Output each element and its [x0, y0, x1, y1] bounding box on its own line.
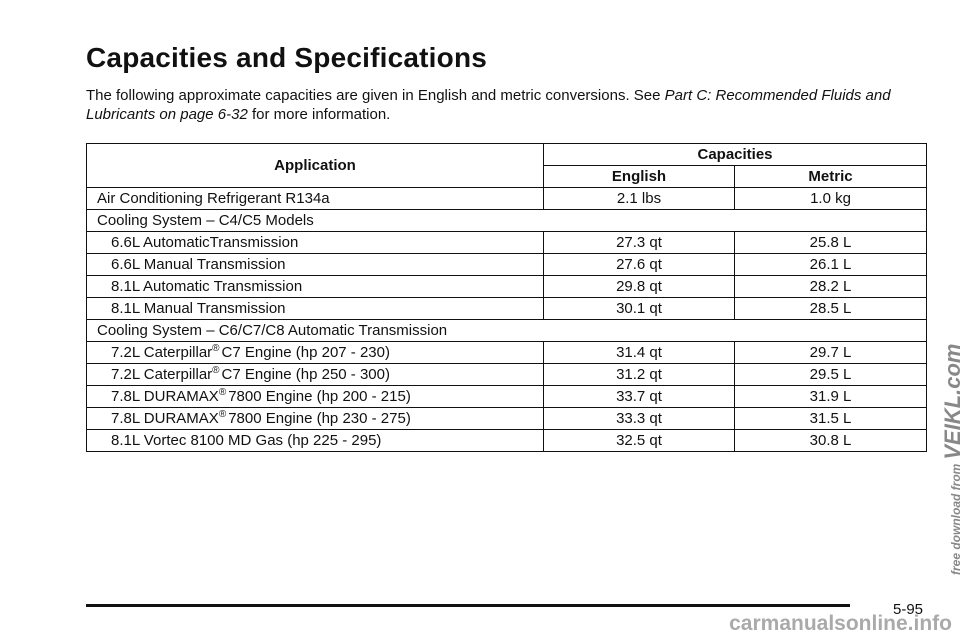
english-cell: 2.1 lbs	[543, 187, 735, 210]
table-row: 6.6L AutomaticTransmission 27.3 qt 25.8 L	[86, 231, 928, 254]
english-cell: 31.2 qt	[543, 363, 735, 386]
application-cell: 7.2L Caterpillar® C7 Engine (hp 207 - 230…	[86, 341, 544, 364]
table-row: Air Conditioning Refrigerant R134a 2.1 lb…	[86, 187, 928, 210]
table-row: 8.1L Vortec 8100 MD Gas (hp 225 - 295) 32…	[86, 429, 928, 452]
metric-cell: 30.8 L	[733, 429, 928, 452]
header-cell: Capacities	[542, 143, 928, 166]
header-cell: Application	[86, 143, 544, 188]
watermark-prefix: free download from	[949, 463, 960, 575]
english-cell: 33.7 qt	[543, 385, 735, 408]
application-cell: 7.8L DURAMAX® 7800 Engine (hp 230 - 275)	[86, 407, 544, 430]
registered-mark: ®	[218, 409, 227, 420]
page-number: 5-95	[893, 601, 924, 618]
capacities-table: Application Capacities English Metric Ai…	[85, 143, 928, 452]
english-cell: 27.3 qt	[543, 231, 735, 254]
application-text: 7800 Engine (hp 200 - 215)	[228, 388, 411, 405]
metric-cell: 28.5 L	[733, 297, 928, 320]
header-cell: English	[543, 165, 735, 188]
application-cell: 8.1L Manual Transmission	[86, 297, 544, 320]
metric-cell: 29.7 L	[733, 341, 928, 364]
table-row: 8.1L Automatic Transmission 29.8 qt 28.2 L	[86, 275, 928, 298]
title: Capacities and Specifications	[86, 42, 488, 73]
table-row: 7.2L Caterpillar® C7 Engine (hp 207 - 230…	[86, 341, 928, 364]
watermark-brand: VEIKL.com	[940, 343, 960, 460]
application-cell: Air Conditioning Refrigerant R134a	[86, 187, 544, 210]
metric-cell: 31.9 L	[733, 385, 928, 408]
metric-cell: 29.5 L	[733, 363, 928, 386]
application-text: 7.8L DURAMAX	[111, 410, 219, 427]
watermark: free download from VEIKL.com	[940, 344, 960, 575]
application-text: 7.2L Caterpillar	[111, 344, 213, 361]
footer-rule	[86, 604, 850, 607]
intro-text: The following approximate capacities are…	[86, 87, 661, 104]
english-cell: 31.4 qt	[543, 341, 735, 364]
english-cell: 32.5 qt	[543, 429, 735, 452]
application-text: 7.8L DURAMAX	[111, 388, 219, 405]
table-row: 8.1L Manual Transmission 30.1 qt 28.5 L	[86, 297, 928, 320]
application-text: C7 Engine (hp 207 - 230)	[221, 344, 390, 361]
section-cell: Cooling System – C4/C5 Models	[85, 209, 928, 232]
application-cell: 8.1L Automatic Transmission	[86, 275, 544, 298]
table-row: 7.8L DURAMAX® 7800 Engine (hp 230 - 275) 3…	[86, 407, 928, 430]
table-row: Cooling System – C4/C5 Models	[85, 209, 928, 232]
header-cell: Metric	[733, 165, 928, 188]
english-cell: 30.1 qt	[543, 297, 735, 320]
table-row: Cooling System – C6/C7/C8 Automatic Tran…	[85, 319, 928, 342]
site-watermark: carmanualsonline.info	[729, 612, 952, 635]
table-row: 7.8L DURAMAX® 7800 Engine (hp 200 - 215) 3…	[86, 385, 928, 408]
application-cell: 7.8L DURAMAX® 7800 Engine (hp 200 - 215)	[86, 385, 544, 408]
metric-cell: 28.2 L	[733, 275, 928, 298]
table-row: 7.2L Caterpillar® C7 Engine (hp 250 - 300…	[86, 363, 928, 386]
english-cell: 27.6 qt	[543, 253, 735, 276]
intro: The following approximate capacities are…	[86, 86, 928, 124]
table-row: 6.6L Manual Transmission 27.6 qt 26.1 L	[86, 253, 928, 276]
metric-cell: 1.0 kg	[733, 187, 928, 210]
intro-link[interactable]: Part C: Recommended Fluids and Lubricant…	[86, 87, 891, 123]
application-cell: 6.6L Manual Transmission	[86, 253, 544, 276]
section-cell: Cooling System – C6/C7/C8 Automatic Tran…	[85, 319, 928, 342]
english-cell: 29.8 qt	[543, 275, 735, 298]
metric-cell: 25.8 L	[733, 231, 928, 254]
application-text: 7.2L Caterpillar	[111, 366, 213, 383]
application-cell: 6.6L AutomaticTransmission	[86, 231, 544, 254]
registered-mark: ®	[218, 387, 227, 398]
application-cell: 7.2L Caterpillar® C7 Engine (hp 250 - 300…	[86, 363, 544, 386]
registered-mark: ®	[212, 343, 220, 354]
metric-cell: 31.5 L	[733, 407, 928, 430]
metric-cell: 26.1 L	[733, 253, 928, 276]
application-text: 7800 Engine (hp 230 - 275)	[228, 410, 411, 427]
english-cell: 33.3 qt	[543, 407, 735, 430]
intro-text: for more information.	[251, 106, 391, 123]
application-text: C7 Engine (hp 250 - 300)	[221, 366, 390, 383]
application-cell: 8.1L Vortec 8100 MD Gas (hp 225 - 295)	[86, 429, 544, 452]
registered-mark: ®	[212, 365, 220, 376]
